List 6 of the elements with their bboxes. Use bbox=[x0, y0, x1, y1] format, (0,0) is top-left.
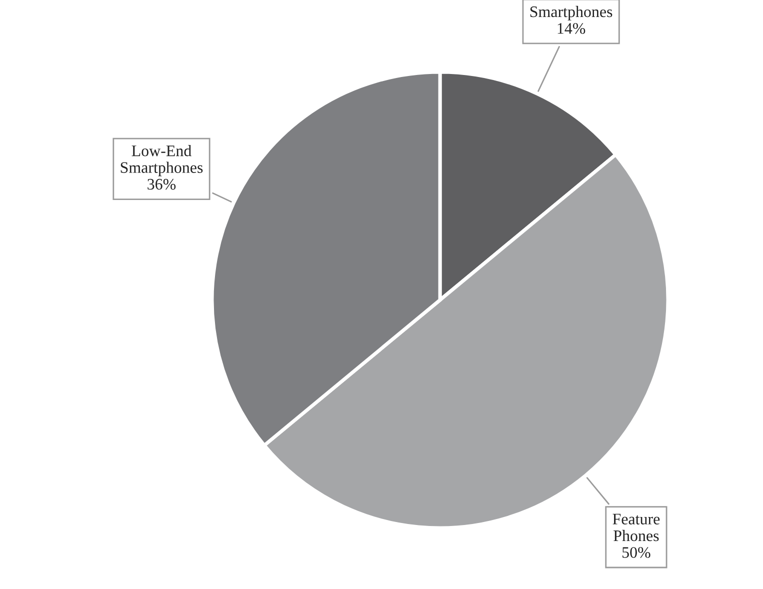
slice-label: Smartphones bbox=[530, 6, 612, 20]
data-label: 50% bbox=[622, 547, 650, 558]
data-label: 14% bbox=[558, 23, 586, 34]
data-label: 36% bbox=[148, 178, 176, 190]
slice-label: Low-End Smartphones bbox=[120, 145, 203, 176]
slice-label: Feature Phones bbox=[612, 514, 660, 542]
